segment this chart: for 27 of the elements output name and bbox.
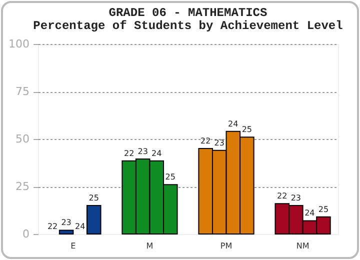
text: 24 xyxy=(304,208,315,218)
y-tick-label: 100 xyxy=(8,38,30,50)
y-tick-label: 25 xyxy=(16,180,30,193)
x-tick-label: M xyxy=(146,242,154,250)
y-tick-label: 50 xyxy=(16,132,30,146)
series-label: 22 xyxy=(124,148,134,158)
text: 23 xyxy=(290,194,301,202)
series-label: 25 xyxy=(88,194,99,202)
text: 22 xyxy=(200,136,211,146)
text: 24 xyxy=(228,119,238,128)
text: 22 xyxy=(277,192,288,201)
text: 25 xyxy=(165,172,176,182)
y-tick-label: 75 xyxy=(16,85,30,98)
chart-title: GRADE 06 - MATHEMATICS xyxy=(108,6,268,20)
text: 24 xyxy=(75,222,86,231)
x-tick-label: PM xyxy=(220,242,232,250)
x-tick-label: E xyxy=(70,242,76,250)
text: 25 xyxy=(242,125,252,134)
series-label: 24 xyxy=(152,148,162,158)
series-label: 23 xyxy=(61,218,72,228)
text: 23 xyxy=(214,138,224,148)
text: 22 xyxy=(47,222,58,231)
text: 25 xyxy=(318,204,329,214)
chart-subtitle: Percentage of Students by Achievement Level xyxy=(33,19,343,33)
text: 23 xyxy=(138,146,148,156)
x-tick-label: NM xyxy=(296,242,310,250)
y-tick-label: 0 xyxy=(22,228,30,240)
